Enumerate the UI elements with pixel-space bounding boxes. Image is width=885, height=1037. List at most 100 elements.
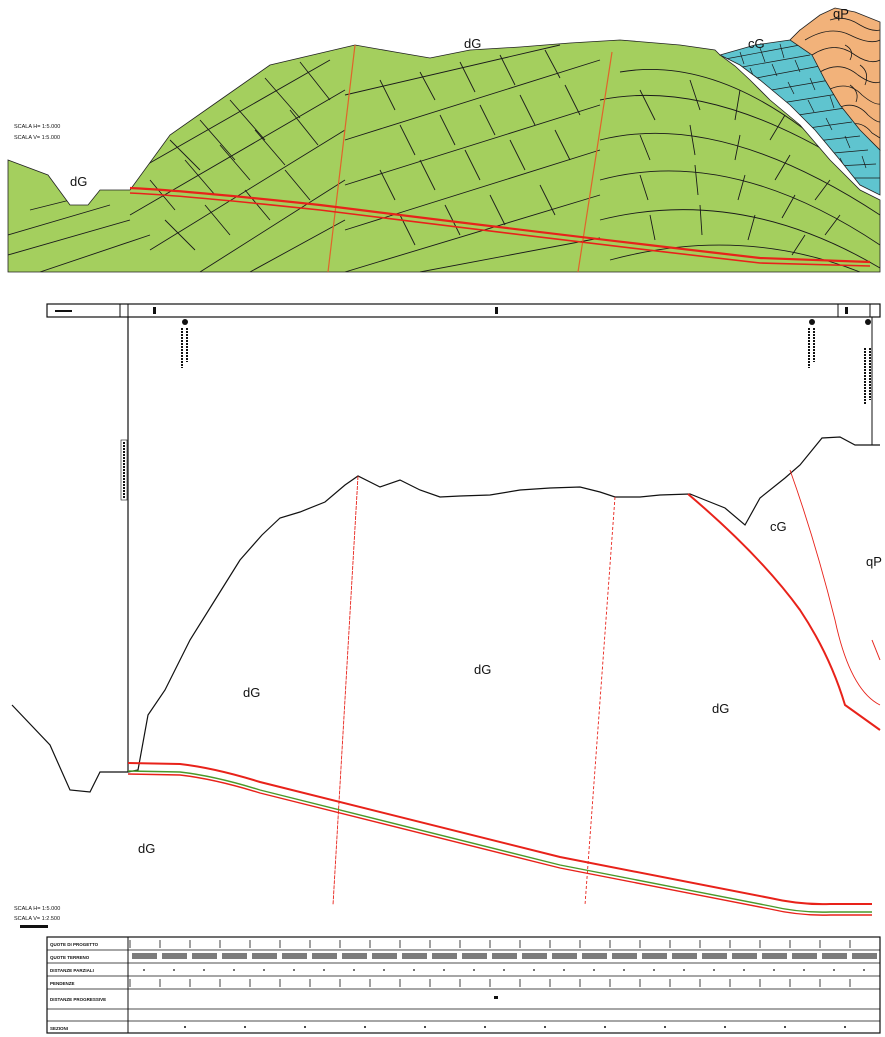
table-row-3-dot xyxy=(473,969,475,971)
header-marker xyxy=(495,307,498,314)
table-row-3-dot xyxy=(623,969,625,971)
table-row-2-cell xyxy=(252,953,277,959)
table-row-3-dot xyxy=(683,969,685,971)
table-row-2-cell xyxy=(612,953,637,959)
table-row-6-dot xyxy=(844,1026,846,1028)
table-row-3-dot xyxy=(803,969,805,971)
table-row-2-cell xyxy=(162,953,187,959)
table-row-6-dot xyxy=(484,1026,486,1028)
table-row-6-dot xyxy=(184,1026,186,1028)
table-row-3-dot xyxy=(653,969,655,971)
dg-bedding-lines xyxy=(8,44,880,272)
table-row-3-dot xyxy=(233,969,235,971)
table-row-3-dot xyxy=(833,969,835,971)
profile-section: dG dG dG dG cG qP SCALA H= 1:5.000 SCALA… xyxy=(11,303,882,928)
table-row-3-dot xyxy=(773,969,775,971)
qp-contact-line-2 xyxy=(871,639,881,661)
table-row-2-cell xyxy=(132,953,157,959)
table-row-2-cell xyxy=(672,953,697,959)
table-row-label-1: QUOTE DI PROGETTO xyxy=(50,942,99,947)
table-row-2-cell xyxy=(492,953,517,959)
table-row-6-dot xyxy=(604,1026,606,1028)
table-row-label-6: SEZIONI xyxy=(50,1026,68,1031)
table-row-5-mark xyxy=(494,996,498,999)
table-row-2-cell xyxy=(462,953,487,959)
borehole-marker-1 xyxy=(181,319,188,368)
table-cell-ticks xyxy=(129,940,877,1028)
table-row-2-cell xyxy=(312,953,337,959)
table-row-label-5: DISTANZE PROGRESSIVE xyxy=(50,997,106,1002)
table-row-2-cell xyxy=(792,953,817,959)
tunnel-alignment-top-inner xyxy=(129,192,871,267)
label-cg-top: cG xyxy=(748,36,765,51)
table-row-3-dot xyxy=(713,969,715,971)
scale-v-top: SCALA V= 1:5.000 xyxy=(14,135,60,141)
label-dg-left-top: dG xyxy=(70,174,87,189)
table-row-3-dot xyxy=(563,969,565,971)
table-row-2-cell xyxy=(372,953,397,959)
label-dg-top: dG xyxy=(464,36,481,51)
table-row-6-dot xyxy=(364,1026,366,1028)
fault-line-1 xyxy=(327,44,356,273)
table-row-3-dot xyxy=(533,969,535,971)
table-row-label-3: DISTANZE PARZIALI xyxy=(50,968,94,973)
table-row-3-dot xyxy=(443,969,445,971)
table-row-6-dot xyxy=(304,1026,306,1028)
tunnel-alignment-profile xyxy=(127,762,872,906)
table-frame xyxy=(46,936,881,1034)
graphic-scale-bar xyxy=(20,925,48,928)
label-qp-profile: qP xyxy=(866,554,882,569)
scale-h-top: SCALA H= 1:5.000 xyxy=(14,124,60,130)
borehole-marker-3 xyxy=(864,319,871,405)
scale-v-bottom: SCALA V= 1:2.500 xyxy=(14,916,60,922)
table-row-label-4: PENDENZE xyxy=(50,981,75,986)
table-row-2-cell xyxy=(342,953,367,959)
table-row-6-dot xyxy=(784,1026,786,1028)
table-row-6-dot xyxy=(724,1026,726,1028)
label-dg-profile-mid: dG xyxy=(474,662,491,677)
tunnel-invert-red xyxy=(127,773,872,916)
label-cg-profile: cG xyxy=(770,519,787,534)
table-row-3-dot xyxy=(203,969,205,971)
table-row-6-dot xyxy=(244,1026,246,1028)
table-row-2-cell xyxy=(402,953,427,959)
table-row-6-dot xyxy=(544,1026,546,1028)
table-row-3-dot xyxy=(173,969,175,971)
table-row-2-cell xyxy=(522,953,547,959)
colored-geologic-section: dG dG cG qP SCALA H= 1:5.000 SCALA V= 1:… xyxy=(7,6,881,273)
table-row-3-dot xyxy=(323,969,325,971)
label-dg-profile-left: dG xyxy=(243,685,260,700)
table-row-3-dot xyxy=(383,969,385,971)
table-row-2-cell xyxy=(192,953,217,959)
table-row-2-cell xyxy=(642,953,667,959)
profile-header-band xyxy=(46,303,881,318)
scale-h-bottom: SCALA H= 1:5.000 xyxy=(14,906,60,912)
table-row-3-dot xyxy=(413,969,415,971)
table-row-2-cell xyxy=(222,953,247,959)
table-row-2-cell xyxy=(702,953,727,959)
label-qp-top: qP xyxy=(833,6,849,21)
fault-line-profile-1 xyxy=(332,475,359,906)
dg-formation-area xyxy=(7,39,881,273)
cg-contact-line xyxy=(687,493,881,731)
label-dg-profile-right: dG xyxy=(712,701,729,716)
table-row-3-dot xyxy=(503,969,505,971)
borehole-marker-2 xyxy=(808,319,815,368)
table-row-3-dot xyxy=(353,969,355,971)
table-row-3-dot xyxy=(143,969,145,971)
table-row-6-dot xyxy=(424,1026,426,1028)
table-row-3-dot xyxy=(263,969,265,971)
table-row-2-cell xyxy=(732,953,757,959)
qp-formation-area xyxy=(789,7,881,151)
header-marker xyxy=(153,307,156,314)
table-row-2-cell xyxy=(852,953,877,959)
table-row-3-dot xyxy=(863,969,865,971)
table-row-2-cell xyxy=(282,953,307,959)
header-marker xyxy=(845,307,848,314)
ground-surface-profile xyxy=(11,436,880,793)
table-row-2-cell xyxy=(822,953,847,959)
table-row-3-dot xyxy=(293,969,295,971)
qp-contour-pattern xyxy=(804,17,880,139)
table-row-3-dot xyxy=(593,969,595,971)
